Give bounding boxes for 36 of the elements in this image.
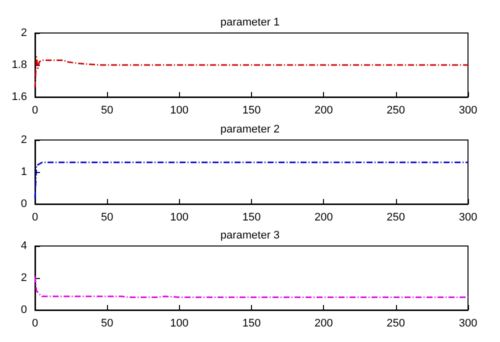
y-tick-label: 2	[20, 272, 27, 284]
y-tick-label: 1	[20, 166, 27, 178]
y-tick-label: 4	[20, 240, 27, 252]
y-tick-label: 1.8	[12, 59, 27, 71]
x-tick-label: 100	[170, 318, 189, 330]
y-tick-label: 2	[20, 27, 27, 39]
y-tick-label: 2	[20, 134, 27, 146]
x-tick-label: 300	[458, 211, 478, 223]
x-tick-label: 50	[101, 211, 114, 223]
x-tick-label: 200	[314, 318, 333, 330]
x-tick-label: 150	[242, 104, 261, 116]
x-tick-label: 0	[32, 104, 38, 116]
x-tick-label: 200	[314, 104, 333, 116]
y-tick-label: 0	[20, 198, 27, 210]
x-tick-label: 300	[458, 104, 478, 116]
chart-title: parameter 1	[220, 16, 280, 28]
x-tick-label: 200	[314, 211, 333, 223]
x-tick-label: 250	[386, 211, 406, 223]
x-tick-label: 150	[242, 318, 261, 330]
line-series	[34, 56, 469, 88]
line-series	[34, 276, 469, 298]
x-tick-label: 250	[386, 318, 406, 330]
y-tick-label: 1.6	[12, 91, 27, 103]
chart-title: parameter 3	[220, 230, 280, 242]
x-tick-label: 0	[32, 211, 38, 223]
x-tick-label: 0	[32, 318, 38, 330]
x-tick-label: 300	[458, 318, 478, 330]
y-tick-label: 0	[20, 304, 27, 316]
x-tick-label: 50	[101, 104, 114, 116]
x-tick-label: 100	[170, 104, 189, 116]
line-series	[34, 161, 469, 198]
x-tick-label: 250	[386, 104, 406, 116]
x-tick-label: 100	[170, 211, 189, 223]
x-tick-label: 50	[101, 318, 114, 330]
x-tick-label: 150	[242, 211, 261, 223]
chart-title: parameter 2	[220, 123, 280, 135]
